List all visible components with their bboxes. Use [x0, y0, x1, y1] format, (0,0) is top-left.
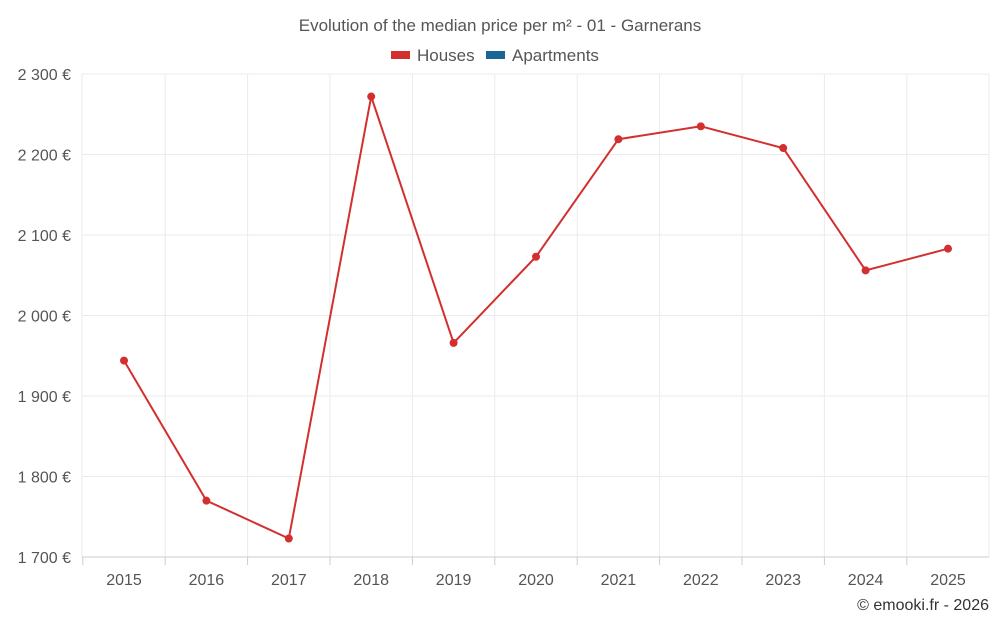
- data-points: [120, 92, 952, 543]
- x-tick-label: 2020: [518, 572, 554, 589]
- y-tick-label: 2 200 €: [18, 148, 71, 165]
- x-axis-tick-labels: 2015 2016 2017 2018 2019 2020 2021 2022 2023 2024…: [106, 572, 966, 589]
- credit-text: © emooki.fr - 2026: [857, 597, 989, 614]
- data-point-houses[interactable]: [614, 135, 623, 144]
- data-point-houses[interactable]: [284, 534, 293, 543]
- data-point-houses[interactable]: [202, 496, 211, 505]
- y-tick-label: 2 300 €: [18, 67, 71, 84]
- y-tick-label: 2 000 €: [18, 309, 71, 326]
- x-tick-label: 2016: [189, 572, 225, 589]
- x-tick-label: 2025: [930, 572, 966, 589]
- chart-legend: Houses Apartments: [391, 46, 599, 65]
- legend-label-houses[interactable]: Houses: [417, 46, 475, 65]
- x-tick-label: 2017: [271, 572, 307, 589]
- data-point-houses[interactable]: [779, 144, 788, 153]
- y-tick-label: 1 700 €: [18, 550, 71, 567]
- axes: [82, 556, 989, 565]
- x-tick-label: 2018: [353, 572, 389, 589]
- x-tick-label: 2022: [683, 572, 719, 589]
- data-point-houses[interactable]: [449, 338, 458, 347]
- y-tick-label: 1 900 €: [18, 389, 71, 406]
- grid-lines: [81, 73, 990, 557]
- x-tick-label: 2019: [436, 572, 472, 589]
- data-point-houses[interactable]: [944, 244, 952, 253]
- legend-label-apartments[interactable]: Apartments: [512, 46, 599, 65]
- y-tick-label: 2 100 €: [18, 228, 71, 245]
- data-point-houses[interactable]: [861, 266, 870, 275]
- x-tick-label: 2024: [848, 572, 884, 589]
- data-point-houses[interactable]: [367, 92, 376, 101]
- data-point-houses[interactable]: [120, 356, 128, 365]
- x-tick-label: 2021: [601, 572, 637, 589]
- legend-swatch-houses: [391, 51, 410, 59]
- x-tick-label: 2015: [106, 572, 142, 589]
- data-point-houses[interactable]: [532, 252, 540, 261]
- legend-swatch-apartments: [486, 51, 505, 59]
- x-tick-label: 2023: [765, 572, 801, 589]
- y-axis-tick-labels: 1 700 € 1 800 € 1 900 € 2 000 € 2 100 € 2 200…: [18, 67, 71, 567]
- data-point-houses[interactable]: [696, 122, 705, 131]
- chart-title: Evolution of the median price per m² - 0…: [299, 16, 702, 35]
- y-tick-label: 1 800 €: [18, 470, 71, 487]
